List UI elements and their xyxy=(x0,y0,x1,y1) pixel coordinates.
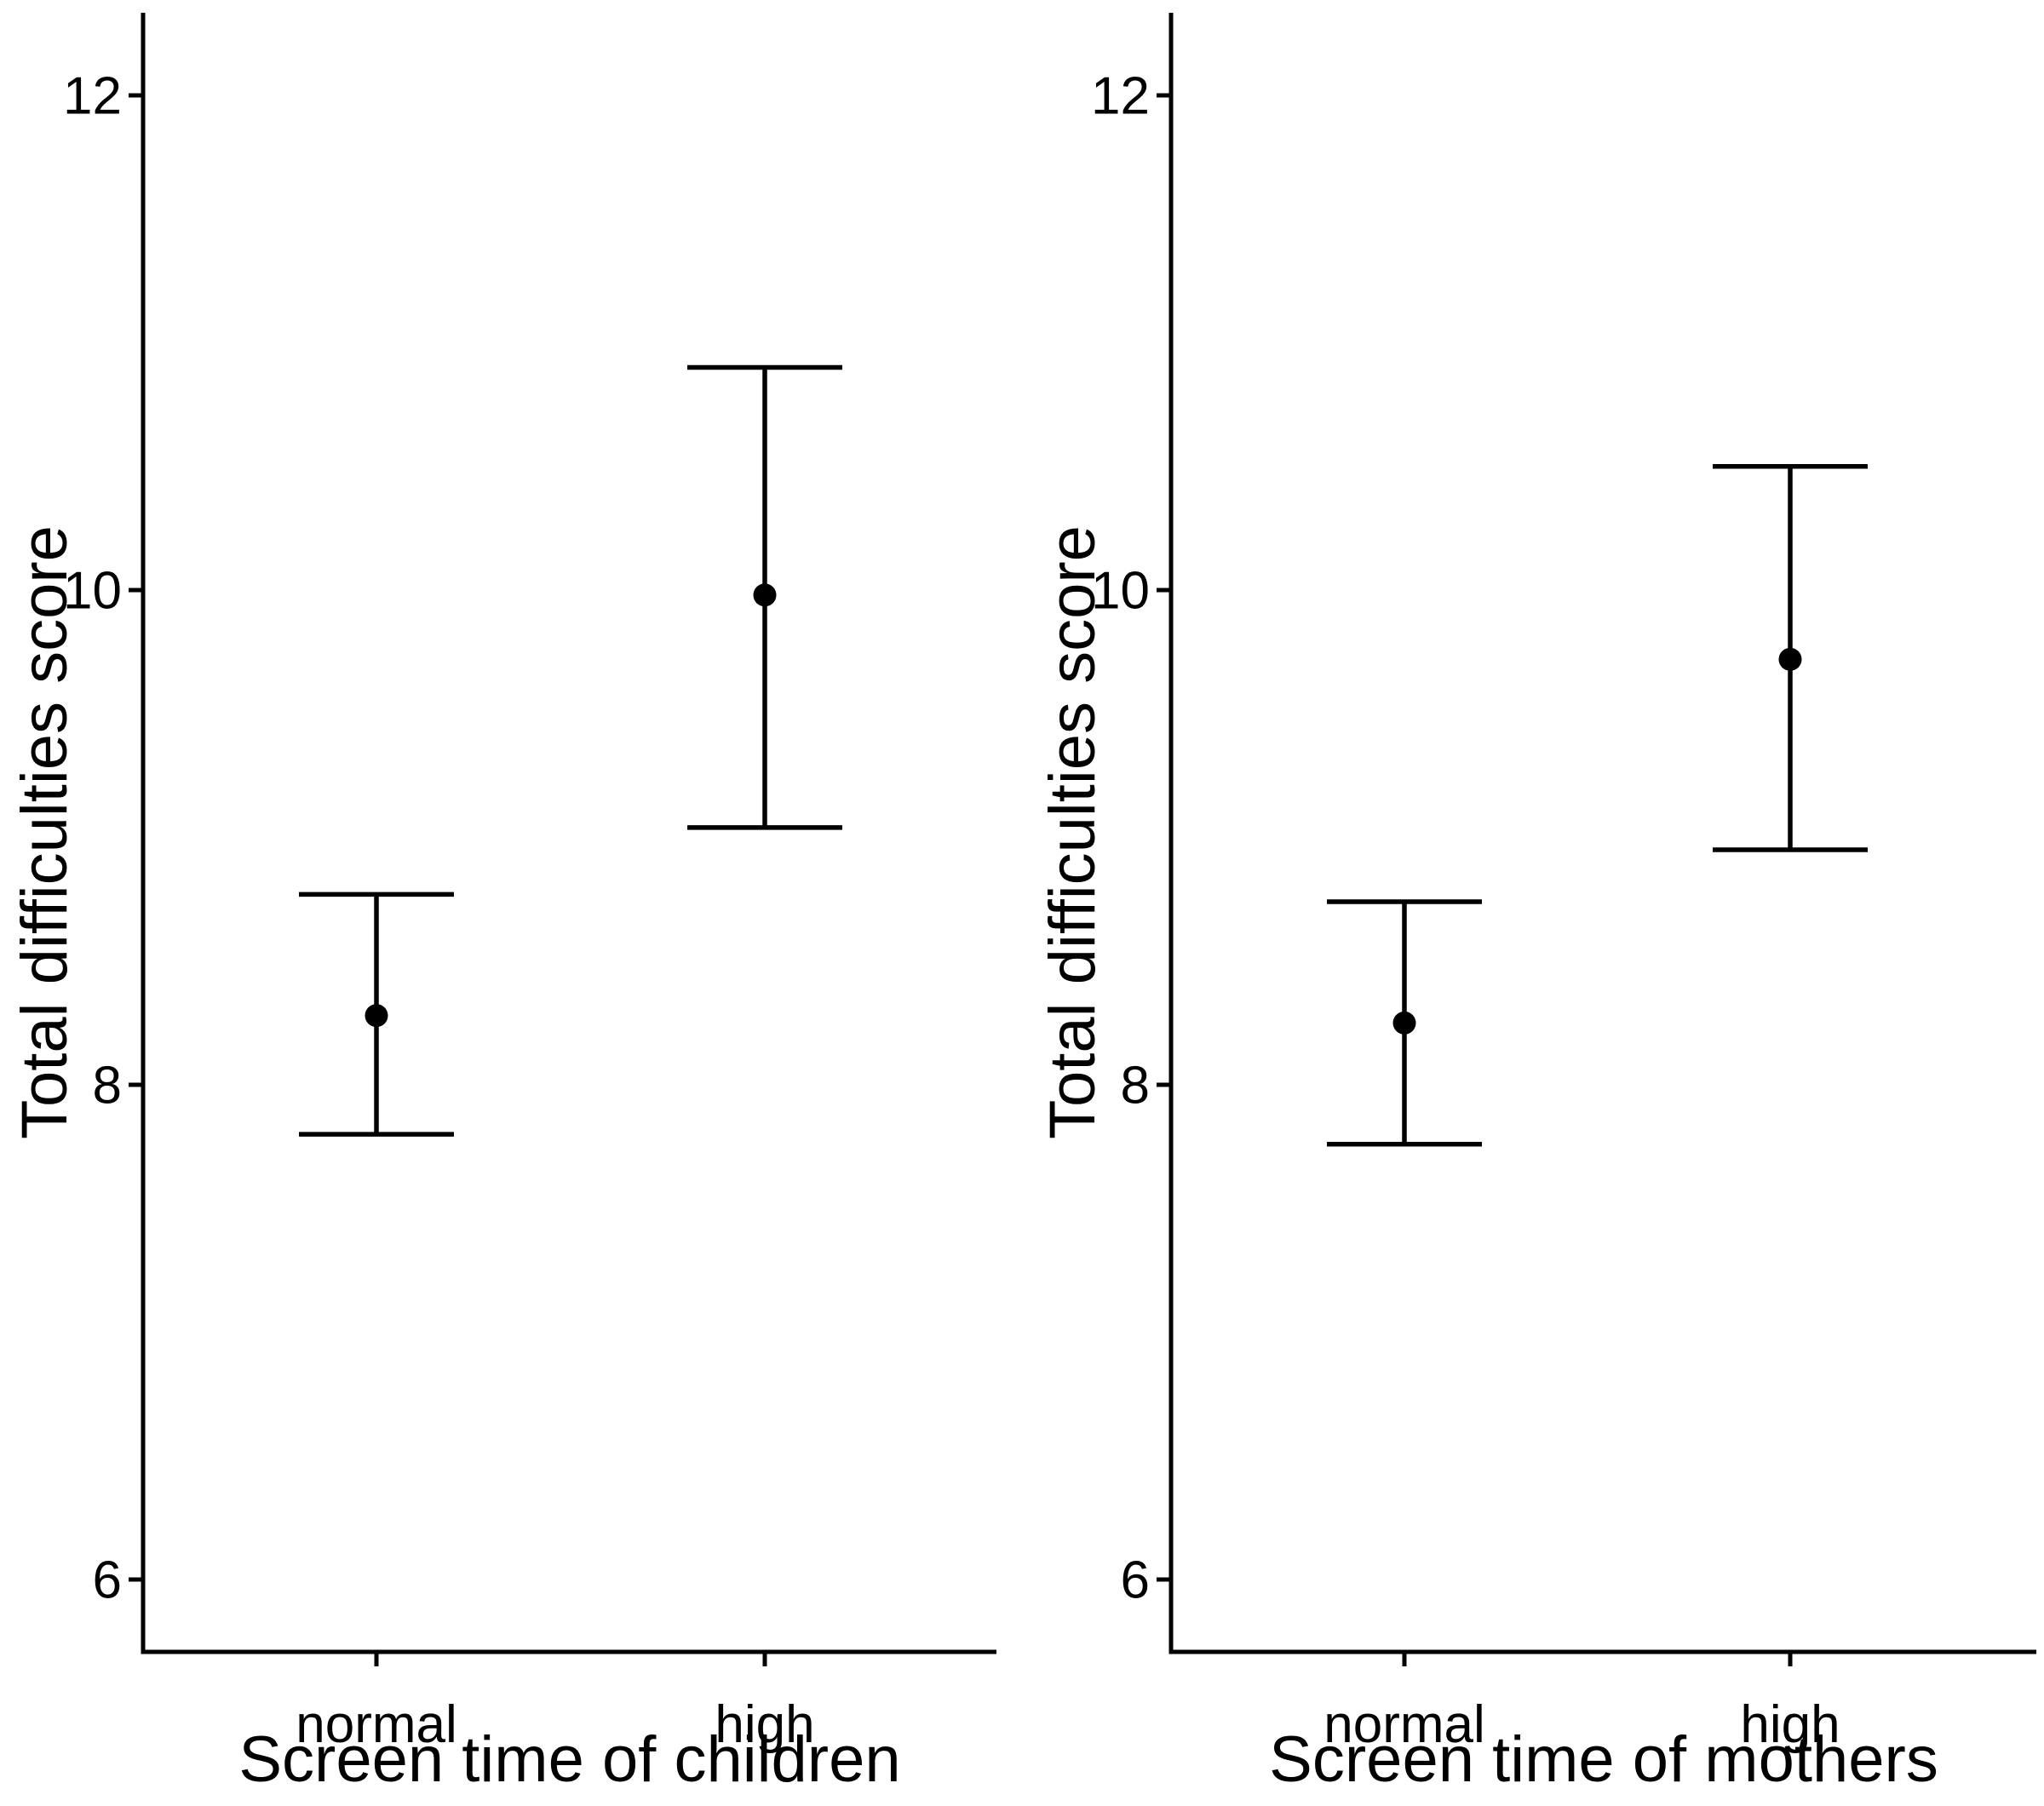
y-tick-label: 12 xyxy=(1091,67,1150,126)
mean-point xyxy=(1392,1011,1416,1035)
x-tick-label: normal xyxy=(296,1695,457,1754)
y-tick-label: 10 xyxy=(63,562,122,621)
x-tick-label: high xyxy=(1740,1695,1840,1754)
x-axis-title: Screen time of mothers xyxy=(1269,1723,1938,1796)
error-bar-high xyxy=(1713,464,1868,852)
y-axis-title: Total difficulties score xyxy=(9,525,81,1139)
mean-point xyxy=(1778,647,1802,671)
y-tick-label: 8 xyxy=(93,1057,122,1115)
error-bar-normal xyxy=(299,892,454,1137)
mean-point xyxy=(365,1004,388,1028)
error-bar-high xyxy=(687,364,842,830)
error-bar-normal xyxy=(1327,899,1482,1147)
y-tick-label: 10 xyxy=(1091,562,1150,621)
x-tick-label: high xyxy=(715,1695,814,1754)
y-tick-label: 6 xyxy=(93,1551,122,1610)
y-axis-title: Total difficulties score xyxy=(1036,525,1109,1139)
y-tick-label: 6 xyxy=(1121,1551,1150,1610)
y-tick-label: 12 xyxy=(63,67,122,126)
mean-point xyxy=(753,583,777,607)
x-axis-title: Screen time of children xyxy=(238,1723,900,1796)
y-tick-label: 8 xyxy=(1121,1057,1150,1115)
x-tick-label: normal xyxy=(1323,1695,1485,1754)
